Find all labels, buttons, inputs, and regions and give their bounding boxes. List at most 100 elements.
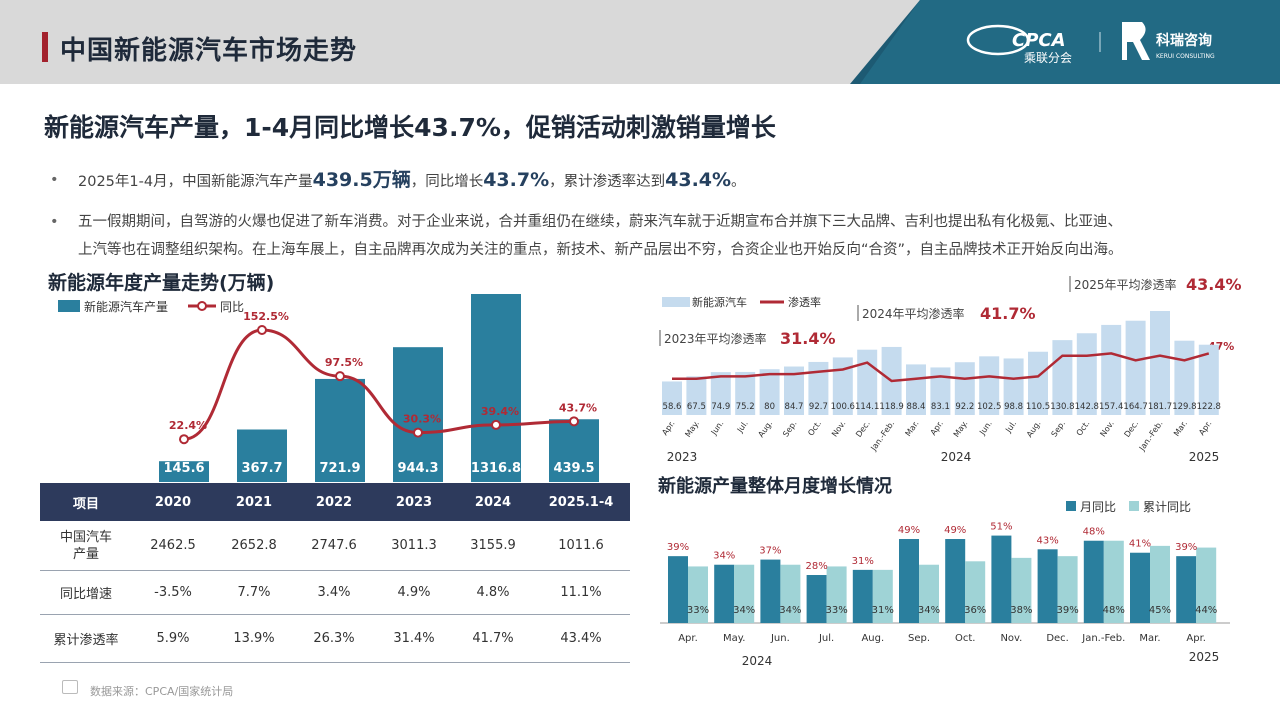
header-bar: 中国新能源汽车市场走势 CPCA 乘联分会 科瑞咨询 KERUI CONSULT… bbox=[0, 0, 1280, 84]
monthly-bar-label: 58.6 bbox=[663, 402, 682, 412]
year-label-2024: 2024 bbox=[742, 654, 773, 668]
monthly-x-label: Sep. bbox=[781, 419, 798, 439]
annual-bar bbox=[237, 429, 287, 482]
mom-label: 37% bbox=[759, 546, 781, 557]
cum-bar bbox=[1103, 540, 1124, 623]
cum-label: 45% bbox=[1149, 605, 1171, 616]
table-header-cell: 2024 bbox=[474, 494, 512, 510]
monthly-bar-label: 88.4 bbox=[907, 402, 926, 412]
monthly-bar bbox=[686, 376, 707, 415]
legend-swatch-mom bbox=[1066, 501, 1076, 511]
monthly-x-label: Mar. bbox=[904, 419, 921, 438]
table-header-cell: 项目 bbox=[72, 496, 99, 512]
legend-swatch-cum bbox=[1129, 501, 1139, 511]
monthly-bar-label: 118.9 bbox=[879, 402, 903, 412]
monthly-x-label: Oct. bbox=[806, 419, 823, 438]
yoy-label: 22.4% bbox=[169, 419, 207, 432]
monthly-bar bbox=[808, 361, 829, 415]
mom-label: 51% bbox=[990, 522, 1012, 533]
annual-bar bbox=[549, 419, 599, 482]
cum-bar bbox=[688, 566, 708, 623]
table-cell: -3.5% bbox=[154, 585, 192, 600]
table-cell: 31.4% bbox=[393, 631, 435, 646]
monthly-x-label: Apr. bbox=[660, 419, 676, 437]
mom-bar bbox=[852, 569, 873, 623]
monthly-bar-label: 142.8 bbox=[1075, 402, 1099, 412]
growth-x-label: Jan.-Feb. bbox=[1081, 633, 1125, 644]
monthly-x-label: Aug. bbox=[756, 419, 774, 439]
table-header-cell: 2021 bbox=[235, 494, 273, 510]
monthly-x-label: Mar. bbox=[1172, 419, 1189, 438]
yoy-label: 152.5% bbox=[243, 310, 289, 323]
avg-2024-note: 2024年平均渗透率 bbox=[862, 306, 965, 321]
mom-label: 43% bbox=[1036, 535, 1058, 546]
avg-2024-value: 41.7% bbox=[980, 304, 1036, 323]
table-cell: 5.9% bbox=[156, 631, 190, 646]
cum-label: 36% bbox=[964, 605, 986, 616]
monthly-bar-label: 157.4 bbox=[1099, 402, 1123, 412]
cum-label: 33% bbox=[687, 605, 709, 616]
yoy-point bbox=[491, 419, 501, 430]
monthly-bar-label: 98.8 bbox=[1004, 402, 1023, 412]
yoy-label: 39.4% bbox=[481, 405, 519, 418]
table-cell: 同比增速 bbox=[59, 587, 112, 602]
source-icon bbox=[62, 680, 78, 694]
monthly-growth-title: 新能源产量整体月度增长情况 bbox=[658, 476, 892, 497]
monthly-bar-label: 164.7 bbox=[1123, 402, 1147, 412]
legend-label-production: 新能源汽车产量 bbox=[84, 299, 168, 314]
legend-label-penetration: 渗透率 bbox=[788, 295, 821, 309]
mom-label: 48% bbox=[1083, 527, 1105, 538]
annual-bar-label: 367.7 bbox=[241, 461, 282, 476]
header-logo-area: CPCA 乘联分会 科瑞咨询 KERUI CONSULTING bbox=[850, 0, 1280, 84]
monthly-x-label: Sep. bbox=[1050, 419, 1067, 439]
table-header-cell: 2025.1-4 bbox=[548, 494, 614, 510]
mom-label: 39% bbox=[1175, 542, 1197, 553]
monthly-x-label: May. bbox=[952, 419, 970, 439]
cum-bar bbox=[965, 561, 986, 623]
cum-label: 34% bbox=[918, 605, 940, 616]
avg-2023-value: 31.4% bbox=[780, 329, 836, 348]
page-title: 中国新能源汽车市场走势 bbox=[60, 36, 358, 66]
monthly-bar bbox=[1076, 333, 1097, 415]
monthly-x-label: Jan.-Feb. bbox=[869, 419, 897, 453]
bullet-dot: • bbox=[50, 214, 59, 230]
year-label-2024: 2024 bbox=[941, 450, 972, 464]
monthly-bar bbox=[1003, 358, 1024, 415]
monthly-bar bbox=[1028, 351, 1048, 415]
mom-bar bbox=[899, 539, 919, 623]
avg-2023-note: 2023年平均渗透率 bbox=[664, 331, 767, 346]
legend-label-cum: 累计同比 bbox=[1143, 500, 1191, 514]
table-cell: 中国汽车 产量 bbox=[59, 529, 112, 562]
title-accent-bar bbox=[42, 32, 48, 62]
year-label-2023: 2023 bbox=[667, 450, 698, 464]
mom-label: 31% bbox=[852, 556, 874, 567]
monthly-bar-label: 67.5 bbox=[687, 402, 706, 412]
highlight-production: 439.5万辆 bbox=[312, 169, 411, 191]
yoy-label: 30.3% bbox=[403, 413, 441, 426]
monthly-x-label: Oct. bbox=[1075, 419, 1092, 438]
mom-label: 49% bbox=[898, 525, 920, 536]
highlight-growth: 43.7% bbox=[483, 169, 550, 191]
cum-bar bbox=[826, 566, 847, 623]
monthly-x-label: Apr. bbox=[1197, 419, 1213, 437]
cum-bar bbox=[1057, 556, 1078, 623]
legend-label-yoy: 同比 bbox=[220, 300, 244, 314]
monthly-x-label: Nov. bbox=[1098, 419, 1115, 439]
monthly-x-label: Jul. bbox=[735, 419, 750, 435]
cum-label: 44% bbox=[1195, 605, 1217, 616]
table-cell: 43.4% bbox=[560, 631, 602, 646]
table-header-cell: 2020 bbox=[154, 494, 192, 510]
cum-bar bbox=[780, 564, 801, 623]
annual-bar bbox=[159, 461, 209, 482]
yoy-point bbox=[413, 427, 423, 438]
cum-label: 34% bbox=[733, 605, 755, 616]
monthly-bar-label: 129.8 bbox=[1172, 402, 1196, 412]
growth-x-label: Aug. bbox=[861, 633, 884, 644]
monthly-bar bbox=[832, 357, 853, 415]
table-cell: 4.8% bbox=[476, 585, 510, 600]
mom-label: 39% bbox=[667, 542, 689, 553]
annual-bar-label: 721.9 bbox=[319, 461, 360, 476]
monthly-bar-label: 74.9 bbox=[711, 402, 730, 412]
bullet-text-line1: 五一假期期间，自驾游的火爆也促进了新车消费。对于企业来说，合并重组仍在继续，蔚来… bbox=[78, 214, 1122, 230]
monthly-x-label: Aug. bbox=[1025, 419, 1043, 439]
